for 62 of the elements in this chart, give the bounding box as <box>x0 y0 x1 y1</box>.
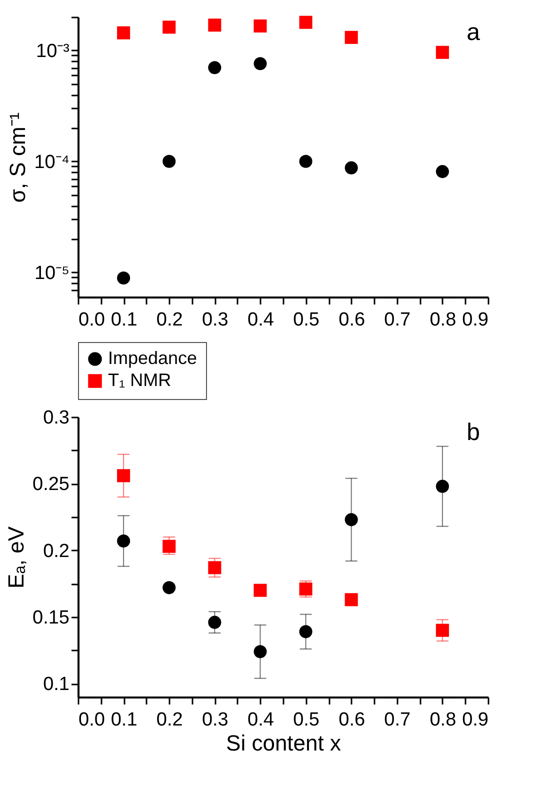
point <box>436 165 449 178</box>
x-tick-label: 0.6 <box>338 310 366 330</box>
point <box>254 645 267 658</box>
point <box>162 540 176 553</box>
x-tick-label: 0.2 <box>156 310 183 330</box>
point <box>208 18 222 32</box>
x-tick-label: 0.8 <box>430 710 456 730</box>
point <box>117 26 130 40</box>
y-tick-label: 0.15 <box>32 608 70 628</box>
x-tick-label: 0.8 <box>430 310 456 330</box>
point <box>162 581 176 594</box>
point <box>117 469 130 482</box>
x-tick-label: 0.7 <box>384 710 411 730</box>
annotation: a <box>466 19 481 46</box>
x-tick-label: 0.9 <box>462 710 488 730</box>
point <box>162 154 176 168</box>
point <box>299 154 312 168</box>
point <box>162 20 176 34</box>
point <box>254 584 267 597</box>
point <box>344 513 358 526</box>
point <box>208 561 222 574</box>
x-tick-label: 0.4 <box>248 310 274 330</box>
point <box>208 61 222 74</box>
y-tick-label: 10⁻⁵ <box>34 262 70 284</box>
x-axis-title: Si content x <box>226 730 341 756</box>
y-axis-title: Eₐ, eV <box>4 526 29 588</box>
x-tick-label: 0.9 <box>462 310 488 330</box>
point <box>254 57 267 70</box>
legend-label: T₁ NMR <box>108 370 172 390</box>
x-tick-label: 0.2 <box>156 710 183 730</box>
x-tick-label: 0.3 <box>202 310 228 330</box>
point <box>254 19 267 32</box>
point <box>299 625 312 638</box>
legend-label: Impedance <box>108 348 198 368</box>
x-tick-label: 0.3 <box>202 710 228 730</box>
point <box>436 480 449 493</box>
x-tick-label: 0.5 <box>293 310 320 330</box>
x-tick-label: 0.6 <box>338 710 366 730</box>
point <box>117 534 130 548</box>
y-tick-label: 0.1 <box>43 674 70 696</box>
point <box>299 16 312 29</box>
point <box>344 30 358 44</box>
point <box>344 593 358 606</box>
point <box>117 271 130 284</box>
x-tick-label: 0.5 <box>293 710 320 730</box>
annotation: b <box>466 419 480 446</box>
point <box>344 161 358 174</box>
x-tick-label: 0.0 <box>78 310 105 330</box>
point <box>208 616 222 629</box>
x-tick-label: 0.1 <box>110 310 138 330</box>
point <box>436 624 449 637</box>
x-tick-label: 0.7 <box>384 310 411 330</box>
y-tick-label: 0.25 <box>32 474 70 496</box>
y-tick-label: 10⁻³ <box>36 40 70 62</box>
y-axis-title: σ, S cm⁻¹ <box>5 112 30 203</box>
y-tick-label: 0.2 <box>43 540 70 562</box>
x-tick-label: 0.4 <box>248 710 274 730</box>
x-tick-label: 0.1 <box>110 710 138 730</box>
y-tick-label: 10⁻⁴ <box>34 152 70 173</box>
x-tick-label: 0.0 <box>78 710 105 730</box>
y-tick-label: 0.3 <box>43 408 70 428</box>
point <box>436 46 449 59</box>
